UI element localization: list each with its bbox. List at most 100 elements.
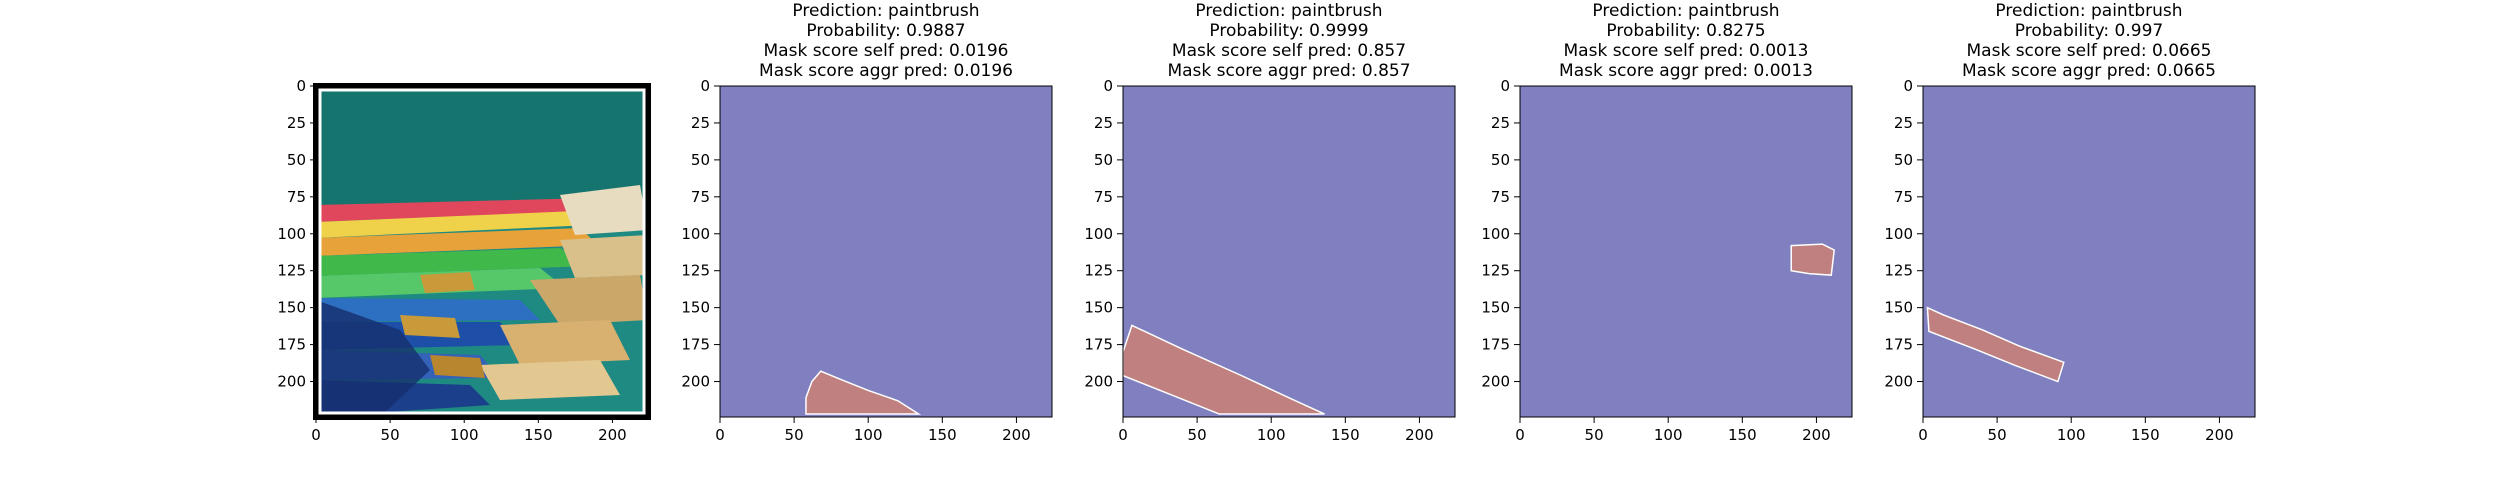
y-tick-label: 125: [1481, 262, 1510, 280]
y-tick-label: 175: [681, 336, 710, 354]
mask-region: [805, 370, 922, 415]
y-tick-label: 0: [700, 77, 710, 95]
x-tick-label: 100: [854, 426, 883, 444]
x-tick-label: 150: [928, 426, 957, 444]
y-tick-label: 0: [1903, 77, 1913, 95]
y-tick-label: 200: [1084, 373, 1113, 391]
panel-2-title-line-3: Mask score self pred: 0.857: [1172, 41, 1406, 61]
panel-1-mask: [720, 86, 1052, 417]
x-tick-label: 100: [1257, 426, 1286, 444]
y-tick-label: 50: [691, 151, 710, 169]
y-tick-label: 125: [1884, 262, 1913, 280]
x-tick-label: 0: [715, 426, 725, 444]
tick-layer: 0 50 100 150 200 0 25 50 75 100 125 150 175 200 0 50 100…: [277, 77, 2233, 444]
panel-1-title-line-4: Mask score aggr pred: 0.0196: [759, 61, 1013, 81]
panel-1-title-line-1: Prediction: paintbrush: [792, 1, 979, 21]
panel-3-title-line-4: Mask score aggr pred: 0.0013: [1559, 61, 1813, 81]
x-tick-label: 50: [785, 426, 804, 444]
panel-1-title-line-2: Probability: 0.9887: [806, 21, 965, 41]
y-tick-label: 0: [296, 77, 306, 95]
panel-2-mask: [1122, 86, 1455, 417]
x-tick-label: 150: [524, 426, 553, 444]
mask-region: [1122, 324, 1325, 415]
x-tick-label: 100: [1654, 426, 1683, 444]
y-tick-label: 25: [1491, 114, 1510, 132]
axes-frame: [719, 85, 1053, 418]
y-tick-label: 75: [1491, 188, 1510, 206]
y-tick-label: 75: [287, 188, 306, 206]
x-tick-label: 50: [1988, 426, 2007, 444]
y-tick-label: 50: [287, 151, 306, 169]
y-tick-label: 75: [691, 188, 710, 206]
y-tick-label: 175: [277, 336, 306, 354]
mask-region: [1790, 243, 1836, 276]
y-tick-label: 125: [277, 262, 306, 280]
panel-4-title-line-4: Mask score aggr pred: 0.0665: [1962, 61, 2216, 81]
panel-2-title-line-2: Probability: 0.9999: [1209, 21, 1368, 41]
y-tick-label: 200: [681, 373, 710, 391]
x-tick-label: 200: [1802, 426, 1831, 444]
x-tick-label: 50: [381, 426, 400, 444]
y-tick-label: 150: [681, 299, 710, 317]
panel-4-title-line-3: Mask score self pred: 0.0665: [1967, 41, 2212, 61]
y-tick-label: 125: [681, 262, 710, 280]
y-tick-label: 100: [277, 225, 306, 243]
panel-3-title-line-1: Prediction: paintbrush: [1592, 1, 1779, 21]
y-tick-label: 100: [1884, 225, 1913, 243]
y-tick-label: 150: [1884, 299, 1913, 317]
y-tick-label: 200: [1884, 373, 1913, 391]
mask-background: [1923, 86, 2255, 417]
y-tick-label: 200: [1481, 373, 1510, 391]
y-tick-label: 175: [1084, 336, 1113, 354]
panel-2-title-line-1: Prediction: paintbrush: [1195, 1, 1382, 21]
x-tick-label: 0: [1118, 426, 1128, 444]
y-tick-label: 150: [1481, 299, 1510, 317]
panel-1-title-line-3: Mask score self pred: 0.0196: [764, 41, 1009, 61]
mask-background: [720, 86, 1052, 417]
panel-3-title-line-3: Mask score self pred: 0.0013: [1564, 41, 1809, 61]
x-tick-label: 50: [1585, 426, 1604, 444]
y-tick-label: 25: [287, 114, 306, 132]
x-tick-label: 100: [450, 426, 479, 444]
y-tick-label: 125: [1084, 262, 1113, 280]
x-tick-label: 150: [1331, 426, 1360, 444]
y-tick-label: 100: [1084, 225, 1113, 243]
x-tick-label: 200: [2205, 426, 2234, 444]
panel-4-mask: [1923, 86, 2255, 417]
y-tick-label: 25: [1094, 114, 1113, 132]
y-tick-label: 50: [1894, 151, 1913, 169]
y-tick-label: 150: [277, 299, 306, 317]
axes-frame: [315, 85, 649, 418]
axes-frame: [1922, 85, 2256, 418]
x-tick-label: 0: [1515, 426, 1525, 444]
panel-4-title-line-2: Probability: 0.997: [2015, 21, 2163, 41]
y-tick-label: 200: [277, 373, 306, 391]
x-tick-label: 200: [1002, 426, 1031, 444]
y-tick-label: 150: [1084, 299, 1113, 317]
y-tick-label: 50: [1491, 151, 1510, 169]
x-tick-label: 100: [2057, 426, 2086, 444]
panel-3-title-line-2: Probability: 0.8275: [1606, 21, 1765, 41]
y-tick-label: 175: [1884, 336, 1913, 354]
panel-4-title-line-1: Prediction: paintbrush: [1995, 1, 2182, 21]
panel-0-photo: [313, 83, 651, 420]
y-tick-label: 0: [1103, 77, 1113, 95]
x-tick-label: 0: [1918, 426, 1928, 444]
y-tick-label: 100: [1481, 225, 1510, 243]
y-tick-label: 50: [1094, 151, 1113, 169]
y-tick-label: 175: [1481, 336, 1510, 354]
panel-3-mask: [1520, 86, 1852, 417]
y-tick-label: 75: [1094, 188, 1113, 206]
x-tick-label: 200: [598, 426, 627, 444]
y-tick-label: 0: [1500, 77, 1510, 95]
x-tick-label: 0: [311, 426, 321, 444]
x-tick-label: 50: [1188, 426, 1207, 444]
y-tick-label: 25: [691, 114, 710, 132]
x-tick-label: 150: [2131, 426, 2160, 444]
axes-frame: [1519, 85, 1853, 418]
y-tick-label: 75: [1894, 188, 1913, 206]
photo-image: [316, 86, 648, 417]
x-tick-label: 200: [1405, 426, 1434, 444]
x-tick-label: 150: [1728, 426, 1757, 444]
